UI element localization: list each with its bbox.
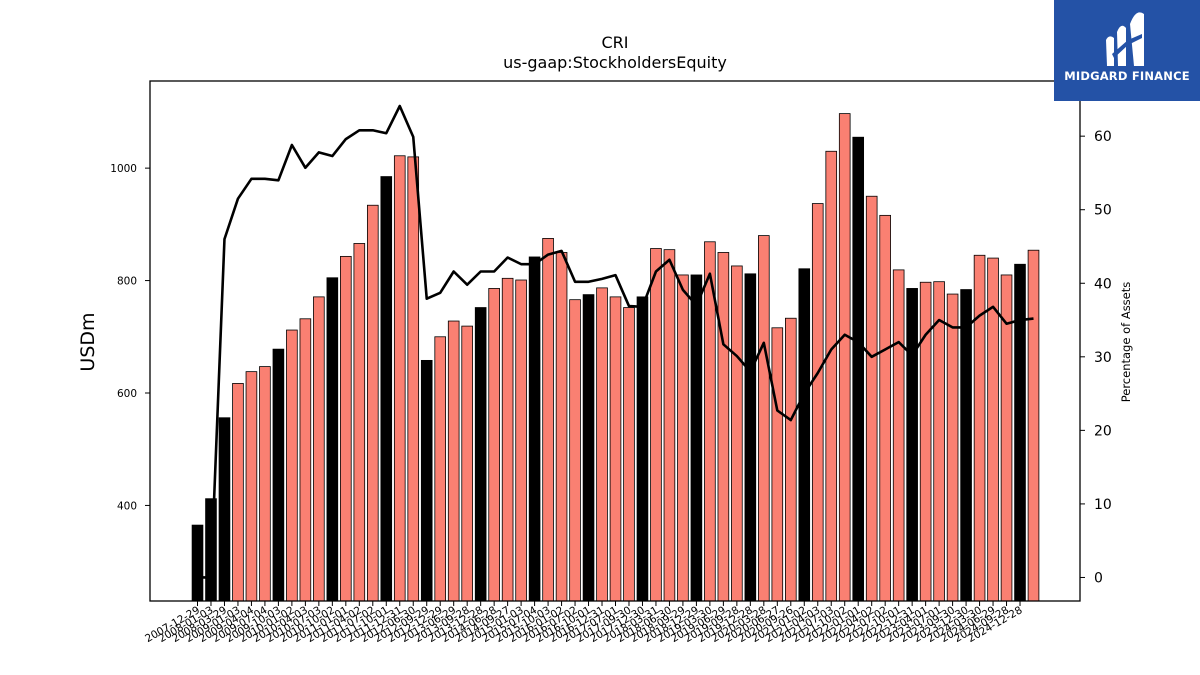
bar (393, 155, 406, 602)
bar (326, 277, 339, 602)
bar (528, 256, 541, 602)
bar (798, 268, 811, 602)
bar (852, 136, 865, 602)
bar (218, 417, 231, 602)
bar (690, 274, 703, 602)
bar (286, 329, 298, 602)
y-tick-label: 1000 (110, 163, 137, 175)
bar (717, 252, 730, 602)
line-layer (197, 104, 1034, 579)
midgard-logo: MIDGARD FINANCE (1054, 0, 1200, 101)
bar (731, 265, 743, 602)
bar (259, 366, 271, 602)
bar (353, 243, 366, 602)
chart-title: CRI (601, 33, 628, 52)
bar (785, 317, 797, 602)
bar (340, 255, 352, 602)
bar (447, 320, 460, 602)
bars-layer (191, 113, 1040, 602)
bar (569, 299, 581, 602)
bar (501, 277, 514, 602)
bar (879, 214, 891, 602)
bar (515, 279, 527, 602)
bar (771, 327, 784, 602)
bar (1027, 249, 1040, 602)
y-tick-label: 600 (117, 388, 137, 400)
bar (663, 249, 676, 602)
y2-axis-label: Percentage of Assets (1119, 282, 1133, 403)
bar (906, 288, 918, 602)
bar (1014, 263, 1026, 602)
logo-text: MIDGARD FINANCE (1064, 69, 1190, 83)
y2-tick-label: 40 (1094, 276, 1112, 292)
bar (191, 524, 204, 602)
y2-tick-label: 60 (1094, 129, 1112, 145)
bar (366, 204, 379, 602)
bar (232, 383, 244, 602)
bar (474, 307, 487, 602)
y-tick-label: 400 (117, 500, 137, 512)
bar (623, 307, 635, 602)
bar (582, 294, 595, 602)
bar (892, 269, 905, 602)
y2-tick-label: 20 (1094, 423, 1112, 439)
bar (838, 113, 851, 602)
bar (758, 235, 770, 602)
y2-tick-label: 50 (1094, 203, 1112, 219)
bar (973, 254, 986, 602)
bar (488, 288, 500, 602)
bar (865, 195, 878, 602)
bar (596, 287, 608, 602)
series-line-percentage-of-assets (197, 104, 1034, 579)
bar (744, 273, 757, 602)
bar (609, 296, 622, 602)
bar (542, 238, 554, 602)
bar (313, 296, 325, 602)
bar (434, 336, 447, 602)
bar (380, 176, 393, 602)
y-axis-label: USDm (77, 312, 99, 371)
bar (555, 252, 568, 602)
bar (299, 318, 312, 602)
bar (407, 156, 420, 602)
chart-subtitle: us-gaap:StockholdersEquity (503, 53, 727, 72)
bar (946, 293, 959, 602)
bar (461, 325, 473, 602)
midgard-logo-icon (1106, 12, 1144, 66)
bar (825, 150, 838, 602)
bar (245, 371, 258, 602)
bar (933, 281, 945, 602)
bar (960, 289, 972, 602)
bar (272, 348, 285, 602)
y2-tick-label: 0 (1094, 570, 1103, 586)
bar (811, 203, 824, 602)
y-tick-label: 800 (117, 276, 137, 288)
axes-layer: 400600800100001020304050602007-12-292008… (110, 80, 1112, 645)
bar (650, 248, 662, 602)
y2-tick-label: 30 (1094, 350, 1112, 366)
bar (636, 296, 649, 602)
bar (677, 274, 689, 602)
y2-tick-label: 10 (1094, 497, 1112, 513)
bar (420, 359, 433, 602)
